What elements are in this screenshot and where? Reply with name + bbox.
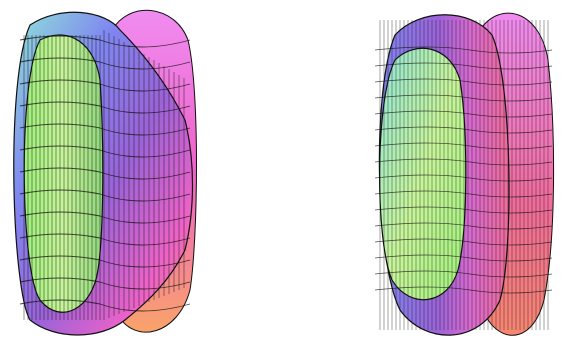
- wavy-torus-surface: [13, 9, 197, 336]
- mesh-curve: [374, 126, 553, 134]
- mesh-curve: [374, 78, 553, 86]
- mesh-curve: [374, 46, 553, 54]
- mesh-curve: [19, 123, 191, 136]
- mesh-curve: [374, 238, 553, 246]
- mesh-curve: [374, 110, 553, 118]
- mesh-curve: [374, 158, 553, 166]
- mesh-curve: [19, 167, 191, 180]
- mesh-curve: [19, 79, 191, 92]
- mesh-curve: [19, 299, 191, 312]
- ribbed-torus-surface: [374, 12, 555, 336]
- mesh-curve: [374, 174, 553, 182]
- mesh-curve: [374, 222, 553, 230]
- mesh-curve: [19, 101, 191, 114]
- ribbed-torus-mesh: [374, 20, 553, 330]
- mesh-curve: [374, 190, 553, 198]
- mesh-curve: [374, 286, 553, 294]
- mesh-curve: [374, 142, 553, 150]
- mesh-curve: [374, 94, 553, 102]
- mesh-curve: [374, 270, 553, 278]
- mesh-curve: [374, 254, 553, 262]
- mesh-curve: [19, 211, 191, 224]
- mesh-curve: [19, 255, 191, 268]
- mesh-curve: [19, 145, 191, 158]
- mesh-curve: [19, 57, 191, 70]
- mesh-curve: [19, 277, 191, 290]
- mesh-curve: [19, 35, 191, 48]
- mesh-curve: [374, 62, 553, 70]
- wavy-torus-mesh: [19, 30, 191, 320]
- mesh-curve: [19, 189, 191, 202]
- mesh-curve: [374, 206, 553, 214]
- mesh-curve: [19, 233, 191, 246]
